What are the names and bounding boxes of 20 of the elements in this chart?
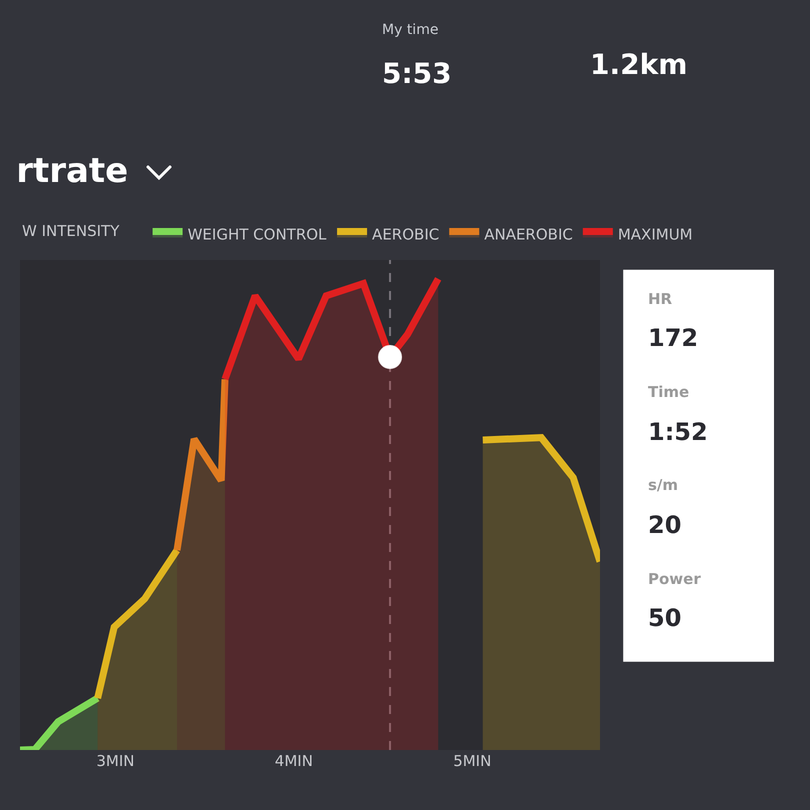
- x-tick-label: 5MIN: [453, 752, 492, 770]
- text: Time: [648, 383, 690, 401]
- text: 172: [648, 324, 698, 352]
- text: W INTENSITY: [22, 222, 120, 240]
- legend-label: MAXIMUM: [618, 225, 693, 244]
- x-tick-label: 3MIN: [96, 752, 135, 770]
- text: 5:53: [382, 57, 452, 90]
- chart-title: rtrate: [16, 151, 128, 191]
- text: 1.2km: [590, 48, 688, 81]
- text: 20: [648, 511, 682, 539]
- text: 1:52: [648, 418, 708, 446]
- x-tick-label: 4MIN: [274, 752, 313, 770]
- text: Power: [648, 570, 702, 588]
- text: s/m: [648, 476, 678, 494]
- text: My time: [382, 22, 438, 38]
- text: 50: [648, 604, 682, 632]
- text: HR: [648, 290, 673, 308]
- legend-label: ANAEROBIC: [484, 225, 573, 244]
- legend-label: WEIGHT CONTROL: [188, 225, 328, 244]
- legend-label: AEROBIC: [372, 225, 440, 244]
